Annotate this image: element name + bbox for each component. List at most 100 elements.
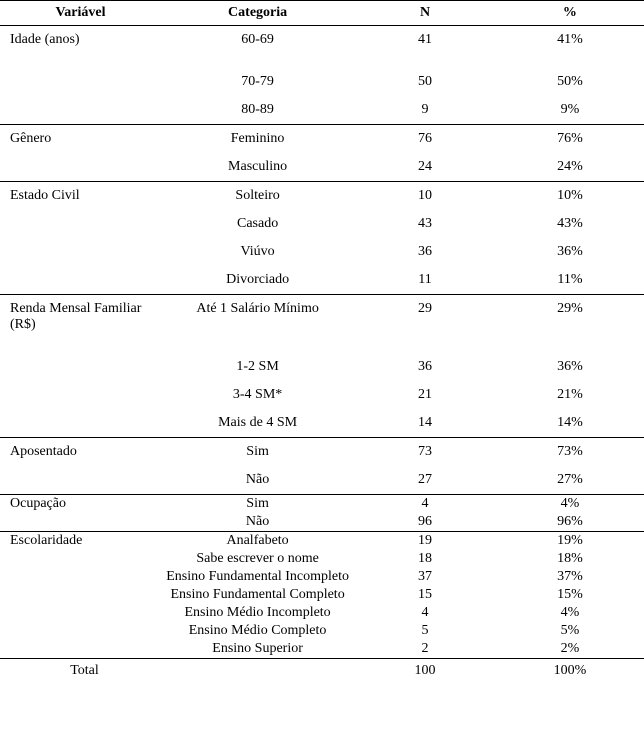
categoria-cell: 80-89	[161, 96, 354, 124]
total-row: Total 100100%	[0, 659, 644, 684]
variable-cell: Ocupação	[0, 495, 161, 514]
categoria-cell: Sabe escrever o nome	[161, 550, 354, 568]
n-cell: 4	[354, 495, 496, 514]
variable-cell	[0, 68, 161, 96]
n-cell: 2	[354, 640, 496, 658]
table-row: Ensino Fundamental Completo1515%	[0, 586, 644, 604]
col-header-categoria: Categoria	[161, 1, 354, 26]
variable-cell	[0, 153, 161, 181]
variable-cell	[0, 238, 161, 266]
data-table: Variável Categoria N % Idade (anos)60-69…	[0, 0, 644, 683]
n-cell: 11	[354, 266, 496, 294]
n-cell: 19	[354, 532, 496, 551]
categoria-cell: 3-4 SM*	[161, 381, 354, 409]
categoria-cell: Ensino Fundamental Completo	[161, 586, 354, 604]
spacer	[0, 54, 644, 68]
pct-cell: 4%	[496, 604, 644, 622]
table-row: 80-8999%	[0, 96, 644, 124]
categoria-cell: Ensino Superior	[161, 640, 354, 658]
n-cell: 73	[354, 438, 496, 467]
variable-cell	[0, 353, 161, 381]
pct-cell: 50%	[496, 68, 644, 96]
n-cell: 5	[354, 622, 496, 640]
pct-cell: 73%	[496, 438, 644, 467]
n-cell: 10	[354, 182, 496, 211]
table-row: Ensino Médio Incompleto44%	[0, 604, 644, 622]
table-row: Casado4343%	[0, 210, 644, 238]
table-row: Divorciado1111%	[0, 266, 644, 294]
pct-cell: 21%	[496, 381, 644, 409]
n-cell: 29	[354, 295, 496, 340]
table-row: 70-795050%	[0, 68, 644, 96]
categoria-cell: 70-79	[161, 68, 354, 96]
n-cell: 41	[354, 26, 496, 55]
table-row: Ensino Médio Completo55%	[0, 622, 644, 640]
table-row: Ensino Fundamental Incompleto3737%	[0, 568, 644, 586]
categoria-cell: Masculino	[161, 153, 354, 181]
categoria-cell: Ensino Médio Incompleto	[161, 604, 354, 622]
variable-cell	[0, 513, 161, 531]
n-cell: 43	[354, 210, 496, 238]
categoria-cell: Sim	[161, 438, 354, 467]
variable-cell	[0, 550, 161, 568]
table-row: OcupaçãoSim44%	[0, 495, 644, 514]
categoria-cell: Solteiro	[161, 182, 354, 211]
table-row: 3-4 SM*2121%	[0, 381, 644, 409]
n-cell: 36	[354, 238, 496, 266]
cell: Total	[0, 659, 161, 684]
n-cell: 14	[354, 409, 496, 437]
pct-cell: 27%	[496, 466, 644, 494]
table-row: Ensino Superior22%	[0, 640, 644, 658]
variable-cell	[0, 266, 161, 294]
categoria-cell: 60-69	[161, 26, 354, 55]
n-cell: 24	[354, 153, 496, 181]
table-row: Estado CivilSolteiro1010%	[0, 182, 644, 211]
n-cell: 15	[354, 586, 496, 604]
pct-cell: 10%	[496, 182, 644, 211]
categoria-cell: Sim	[161, 495, 354, 514]
table-row: Não9696%	[0, 513, 644, 531]
variable-cell: Gênero	[0, 125, 161, 154]
variable-cell	[0, 640, 161, 658]
pct-cell: 96%	[496, 513, 644, 531]
variable-cell	[0, 409, 161, 437]
categoria-cell: Viúvo	[161, 238, 354, 266]
categoria-cell: Analfabeto	[161, 532, 354, 551]
table-row: GêneroFeminino7676%	[0, 125, 644, 154]
pct-cell: 76%	[496, 125, 644, 154]
pct-cell: 36%	[496, 238, 644, 266]
categoria-cell: Divorciado	[161, 266, 354, 294]
col-header-variavel: Variável	[0, 1, 161, 26]
categoria-cell: Não	[161, 466, 354, 494]
variable-cell	[0, 210, 161, 238]
table-row: 1-2 SM3636%	[0, 353, 644, 381]
n-cell: 21	[354, 381, 496, 409]
pct-cell: 43%	[496, 210, 644, 238]
variable-cell	[0, 568, 161, 586]
table-row: Não2727%	[0, 466, 644, 494]
categoria-cell: Feminino	[161, 125, 354, 154]
variable-cell	[0, 96, 161, 124]
n-cell: 50	[354, 68, 496, 96]
pct-cell: 24%	[496, 153, 644, 181]
cell: 100	[354, 659, 496, 684]
categoria-cell: Até 1 Salário Mínimo	[161, 295, 354, 340]
n-cell: 9	[354, 96, 496, 124]
variable-cell: Escolaridade	[0, 532, 161, 551]
pct-cell: 15%	[496, 586, 644, 604]
table-row: Viúvo3636%	[0, 238, 644, 266]
cell: 100%	[496, 659, 644, 684]
table-row: EscolaridadeAnalfabeto1919%	[0, 532, 644, 551]
n-cell: 76	[354, 125, 496, 154]
pct-cell: 5%	[496, 622, 644, 640]
variable-cell: Idade (anos)	[0, 26, 161, 55]
variable-cell	[0, 586, 161, 604]
categoria-cell: Não	[161, 513, 354, 531]
pct-cell: 29%	[496, 295, 644, 340]
pct-cell: 41%	[496, 26, 644, 55]
pct-cell: 14%	[496, 409, 644, 437]
pct-cell: 36%	[496, 353, 644, 381]
pct-cell: 2%	[496, 640, 644, 658]
col-header-pct: %	[496, 1, 644, 26]
cell	[161, 659, 354, 684]
